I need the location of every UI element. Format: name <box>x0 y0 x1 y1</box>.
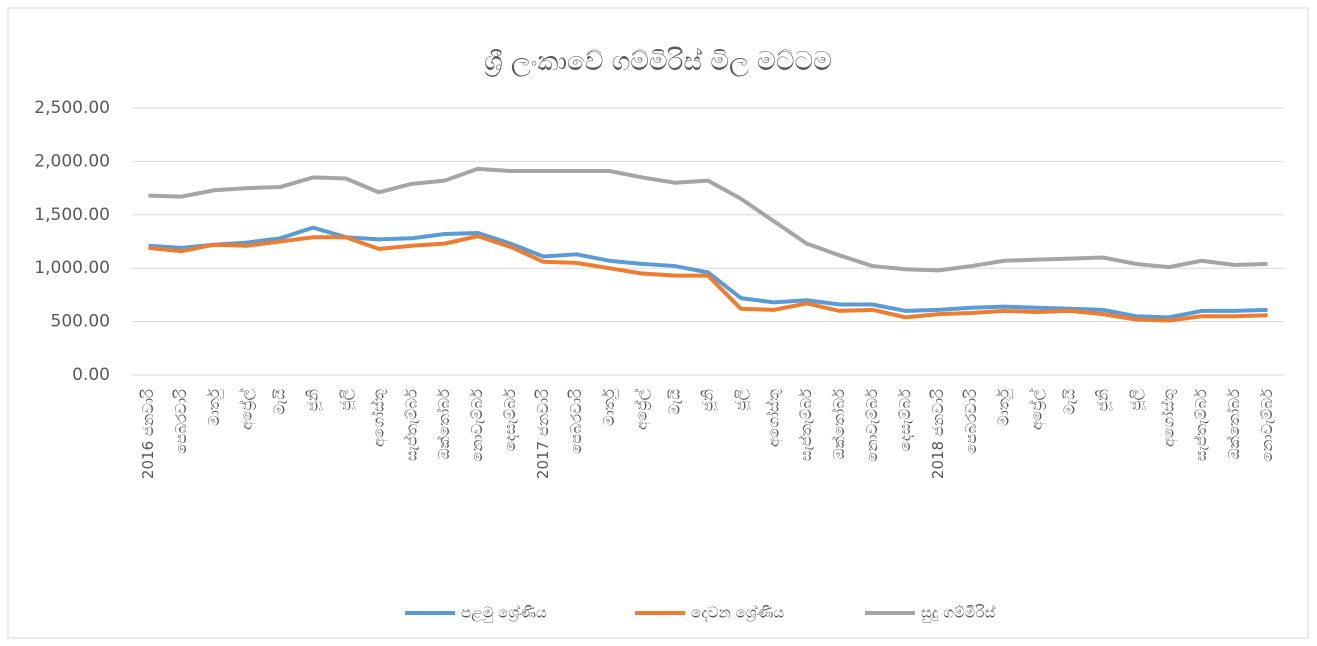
x-tick-label: පෙබරවාරි <box>962 389 980 454</box>
x-tick-label: අගෝස්තු <box>764 389 783 447</box>
x-tick-label: අප්‍රේල් <box>238 388 257 430</box>
series-line <box>148 225 1268 320</box>
x-tick-label: 2017 ජනවාරි <box>534 389 552 479</box>
x-tick-label: නොවැම්බර් <box>863 389 881 462</box>
series-line <box>148 234 1268 323</box>
x-tick-label: දෙසැම්බර් <box>501 389 519 451</box>
x-tick-label: මාර්තු <box>995 389 1013 426</box>
x-tick-label: මාර්තු <box>600 389 618 426</box>
chart-title: ශ්‍රී ලංකාවේ ගම්මිරිස් මිල මට්ටම <box>484 47 832 78</box>
legend-label: දෙවන ශ්‍රේණිය <box>691 603 784 622</box>
x-tick-label: අප්‍රේල් <box>1027 388 1046 430</box>
x-tick-label: සැප්තැම්බර් <box>1192 389 1210 461</box>
x-tick-label: පෙබරවාරි <box>172 389 190 454</box>
x-tick-label: 2016 ජනවාරි <box>139 389 157 479</box>
y-tick-label: 0.00 <box>72 365 110 385</box>
chart-border <box>7 7 1309 639</box>
x-tick-label: ජූලි <box>731 388 750 410</box>
x-tick-label: 2018 ජනවාරි <box>929 389 947 479</box>
legend-label: සුදු ගම්මිරිස් <box>921 603 996 622</box>
x-tick-label: ජූලි <box>336 388 355 410</box>
x-tick-label: නොවැම්බර් <box>468 389 486 462</box>
y-tick-label: 1,500.00 <box>34 205 110 225</box>
x-tick-label: අප්‍රේල් <box>633 388 652 430</box>
x-tick-label: ඔක්තෝබර් <box>1225 389 1243 459</box>
x-tick-label: ජූනි <box>1093 389 1112 411</box>
y-tick-label: 1,000.00 <box>34 258 110 278</box>
x-tick-label: අගෝස්තු <box>369 389 388 447</box>
x-tick-label: ජූනි <box>304 389 323 411</box>
x-tick-label: ජූලි <box>1126 388 1145 410</box>
y-tick-label: 2,500.00 <box>34 98 110 118</box>
x-tick-label: පෙබරවාරි <box>567 389 585 454</box>
y-tick-label: 500.00 <box>51 312 110 332</box>
x-tick-label: සැප්තැම්බර් <box>402 389 420 461</box>
x-tick-label: ජූනි <box>699 389 718 411</box>
x-tick-label: මැයි <box>271 389 289 415</box>
legend-label: පළමු ශ්‍රේණිය <box>461 603 547 622</box>
x-tick-label: ඔක්තෝබර් <box>435 389 453 459</box>
y-tick-label: 2,000.00 <box>34 151 110 171</box>
x-tick-label: මැයි <box>666 389 684 415</box>
series-line <box>148 166 1268 273</box>
x-tick-label: ඔක්තෝබර් <box>830 389 848 459</box>
x-tick-label: දෙසැම්බර් <box>896 389 914 451</box>
x-tick-label: සැප්තැම්බර් <box>797 389 815 461</box>
x-tick-label: මැයි <box>1061 389 1079 415</box>
x-tick-label: අගෝස්තු <box>1159 389 1178 447</box>
x-tick-label: මාර්තු <box>205 389 223 426</box>
x-tick-label: නොවැම්බර් <box>1258 389 1276 462</box>
